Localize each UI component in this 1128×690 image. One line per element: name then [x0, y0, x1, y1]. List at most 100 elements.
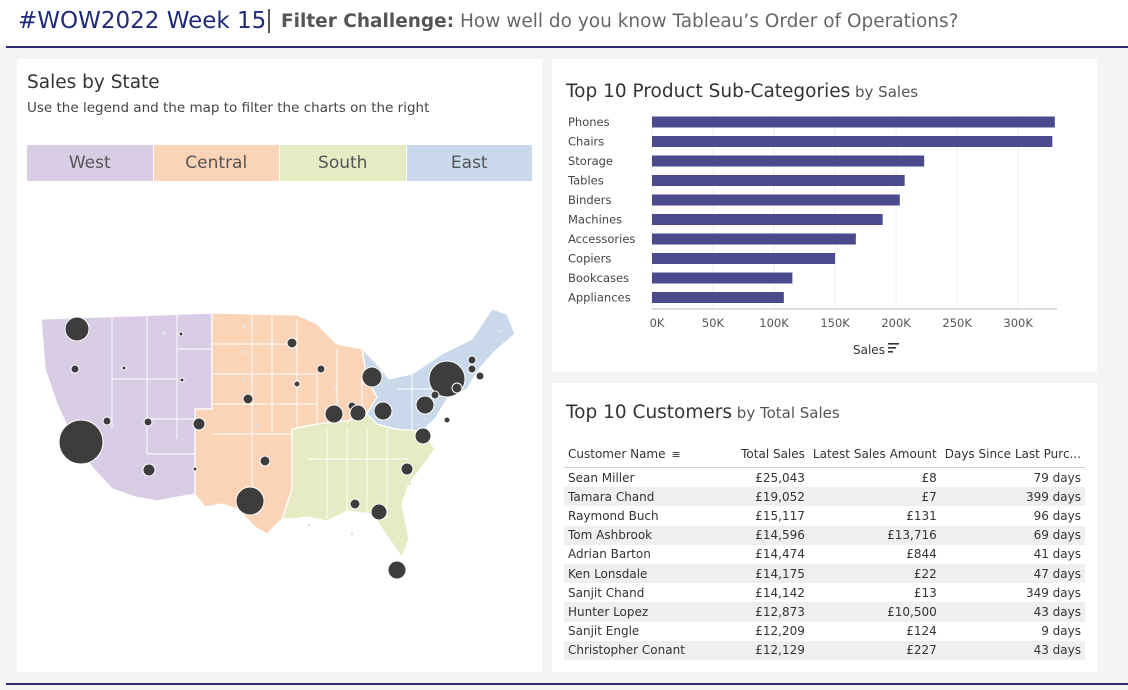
- col-header-total-sales[interactable]: Total Sales: [725, 441, 809, 468]
- state-sales-bubble[interactable]: [443, 416, 451, 424]
- cell-customer-name: Hunter Lopez: [564, 602, 726, 622]
- state-sales-bubble[interactable]: [242, 377, 246, 381]
- cell-total-sales: £14,175: [725, 563, 809, 584]
- cell-customer-name: Sean Miller: [568, 470, 635, 485]
- state-sales-bubble[interactable]: [350, 532, 354, 536]
- state-sales-bubble[interactable]: [349, 498, 361, 510]
- table-header-row: Customer Name ≡ Total Sales Latest Sales …: [564, 441, 1085, 468]
- state-sales-bubble[interactable]: [467, 364, 477, 374]
- state-sales-bubble[interactable]: [400, 462, 414, 476]
- state-sales-bubble[interactable]: [387, 560, 407, 579]
- state-sales-bubble[interactable]: [451, 382, 463, 394]
- cell-latest-sales: £13: [913, 585, 937, 600]
- cell-customer-name: Raymond Buch: [568, 508, 659, 523]
- state-sales-bubble[interactable]: [235, 486, 265, 516]
- state-sales-bubble[interactable]: [467, 355, 477, 365]
- state-sales-bubble[interactable]: [64, 316, 90, 342]
- state-sales-bubble[interactable]: [333, 385, 337, 389]
- cell-total-sales: £12,129: [725, 640, 809, 660]
- state-sales-bubble[interactable]: [361, 366, 383, 388]
- state-sales-bubble[interactable]: [162, 331, 166, 335]
- legend-east[interactable]: East: [406, 145, 532, 181]
- us-sales-map[interactable]: [17, 289, 542, 579]
- bar-category-labels: Phones Chairs Storage Tables Binders Machines…: [567, 115, 635, 305]
- state-sales-bubble[interactable]: [373, 401, 393, 421]
- state-sales-bubble[interactable]: [370, 503, 388, 521]
- state-sales-bubble[interactable]: [333, 508, 337, 512]
- cell-customer-name: Sanjit Chand: [568, 585, 645, 600]
- col-header-customer[interactable]: Customer Name ≡: [564, 441, 726, 468]
- table-row[interactable]: Tom Ashbrook £14,596 £13,716 69 days: [564, 525, 1085, 545]
- bar-mark[interactable]: [652, 214, 883, 225]
- bar-mark[interactable]: [652, 233, 856, 245]
- title-separator: [268, 9, 270, 33]
- legend-central[interactable]: Central: [153, 145, 279, 181]
- legend-west[interactable]: West: [27, 145, 153, 181]
- sort-icon[interactable]: ≡: [671, 448, 681, 461]
- bar-mark[interactable]: [652, 175, 905, 186]
- state-sales-bubble[interactable]: [349, 404, 367, 422]
- state-sales-bubble[interactable]: [178, 331, 184, 337]
- state-sales-bubble[interactable]: [293, 380, 301, 388]
- table-row[interactable]: Sean Miller £25,043 £8 79 days: [564, 468, 1085, 488]
- bar-mark[interactable]: [652, 253, 836, 264]
- state-sales-bubble[interactable]: [498, 329, 502, 333]
- region-west[interactable]: [40, 312, 213, 502]
- region-south[interactable]: [281, 413, 436, 559]
- legend-south[interactable]: South: [280, 145, 406, 181]
- col-header-label: Customer Name: [568, 447, 666, 461]
- state-sales-bubble[interactable]: [242, 324, 246, 328]
- state-sales-bubble[interactable]: [192, 466, 198, 472]
- table-row[interactable]: Adrian Barton £14,474 £844 41 days: [564, 545, 1085, 564]
- state-sales-bubble[interactable]: [307, 523, 311, 527]
- state-sales-bubble[interactable]: [102, 416, 112, 426]
- x-tick-label: 200K: [881, 316, 911, 330]
- state-sales-bubble[interactable]: [255, 423, 259, 427]
- table-row[interactable]: Sanjit Chand £14,142 £13 349 days: [564, 583, 1085, 602]
- top-customers-panel: Top 10 Customers by Total Sales Customer…: [552, 383, 1097, 672]
- state-sales-bubble[interactable]: [242, 350, 246, 354]
- state-sales-bubble[interactable]: [179, 377, 185, 383]
- subtitle-rest: How well do you know Tableau’s Order of …: [454, 11, 959, 32]
- cell-total-sales: £12,209: [755, 624, 805, 639]
- cell-days-since: 96 days: [1033, 508, 1081, 523]
- customers-table-body: Sean Miller £25,043 £8 79 days Tamara Chand £…: [564, 468, 1085, 660]
- bar-mark[interactable]: [652, 272, 793, 284]
- state-sales-bubble[interactable]: [415, 395, 435, 415]
- cell-latest-sales: £131: [906, 508, 937, 523]
- bar-mark[interactable]: [652, 116, 1055, 128]
- col-header-days-since[interactable]: Days Since Last Purc...: [940, 441, 1085, 468]
- table-row[interactable]: Christopher Conant £12,129 £227 43 days: [564, 640, 1085, 660]
- cell-days-since: 47 days: [940, 563, 1085, 584]
- col-header-latest-sales[interactable]: Latest Sales Amount: [808, 441, 941, 468]
- table-row[interactable]: Raymond Buch £15,117 £131 96 days: [564, 506, 1085, 525]
- state-sales-bubble[interactable]: [324, 404, 344, 424]
- map-subtitle: Use the legend and the map to filter the…: [27, 100, 430, 116]
- state-sales-bubble[interactable]: [70, 364, 80, 374]
- table-row[interactable]: Sanjit Engle £12,209 £124 9 days: [564, 622, 1085, 641]
- sort-icon[interactable]: [888, 343, 899, 353]
- subcategory-bar-chart: Top 10 Product Sub-Categories by Sales P…: [565, 81, 1057, 357]
- state-sales-bubble[interactable]: [475, 371, 485, 381]
- state-sales-bubble[interactable]: [143, 417, 153, 427]
- table-row[interactable]: Tamara Chand £19,052 £7 399 days: [564, 487, 1085, 507]
- table-row[interactable]: Hunter Lopez £12,873 £10,500 43 days: [564, 602, 1085, 622]
- state-sales-bubble[interactable]: [414, 427, 432, 445]
- state-sales-bubble[interactable]: [408, 482, 412, 486]
- state-sales-bubble[interactable]: [58, 419, 104, 465]
- bar-mark[interactable]: [652, 292, 784, 303]
- bar-chart-title: Top 10 Product Sub-Categories by Sales: [565, 81, 918, 102]
- state-sales-bubble[interactable]: [380, 489, 384, 493]
- bar-mark[interactable]: [652, 136, 1053, 147]
- state-sales-bubble[interactable]: [286, 337, 298, 349]
- state-sales-bubble[interactable]: [430, 390, 440, 400]
- state-sales-bubble[interactable]: [316, 364, 326, 374]
- state-sales-bubble[interactable]: [192, 417, 206, 431]
- bar-mark[interactable]: [652, 194, 900, 206]
- state-sales-bubble[interactable]: [242, 393, 254, 405]
- table-row[interactable]: Ken Lonsdale £14,175 £22 47 days: [564, 563, 1085, 584]
- state-sales-bubble[interactable]: [121, 365, 127, 371]
- state-sales-bubble[interactable]: [259, 455, 271, 467]
- state-sales-bubble[interactable]: [142, 463, 156, 477]
- bar-mark[interactable]: [652, 155, 925, 167]
